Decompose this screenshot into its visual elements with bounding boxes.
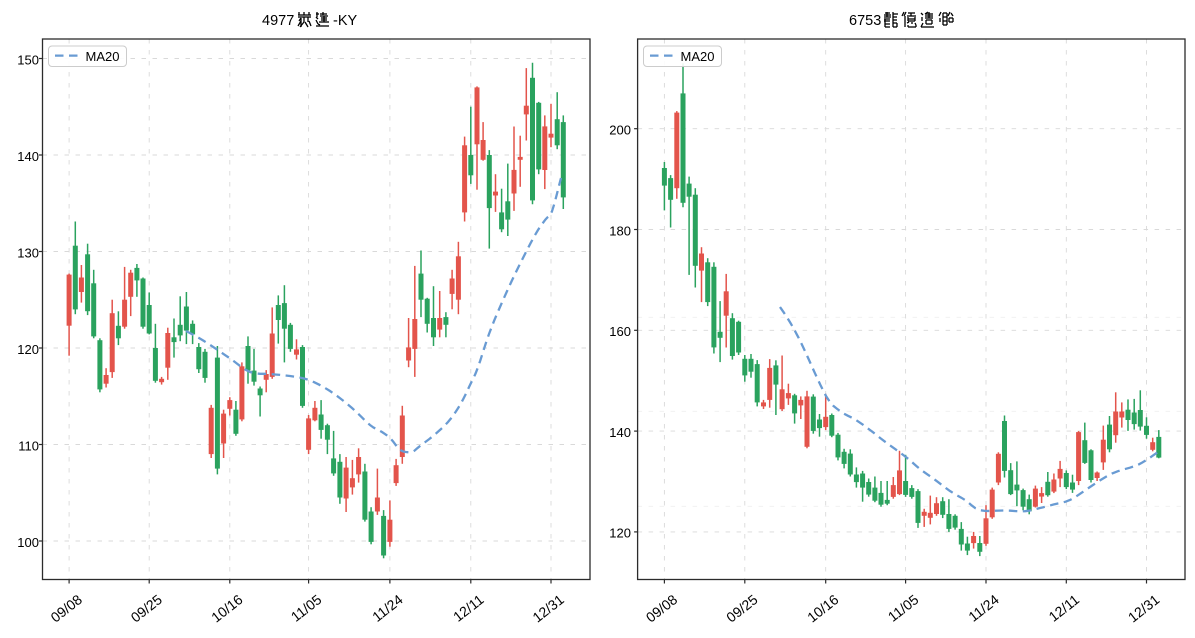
svg-text:120: 120 bbox=[609, 526, 631, 541]
svg-text:140: 140 bbox=[609, 425, 631, 440]
svg-text:6753: 6753 bbox=[849, 13, 881, 29]
svg-text:150: 150 bbox=[17, 52, 39, 67]
svg-text:110: 110 bbox=[18, 438, 39, 453]
svg-text:-KY: -KY bbox=[333, 13, 358, 29]
svg-text:100: 100 bbox=[17, 535, 39, 550]
svg-text:120: 120 bbox=[17, 342, 39, 357]
svg-text:180: 180 bbox=[609, 223, 631, 238]
svg-text:200: 200 bbox=[609, 123, 631, 138]
svg-text:160: 160 bbox=[609, 324, 631, 339]
svg-text:4977: 4977 bbox=[262, 13, 294, 29]
svg-text:MA20: MA20 bbox=[681, 49, 715, 64]
svg-text:140: 140 bbox=[17, 149, 39, 164]
svg-text:MA20: MA20 bbox=[86, 49, 120, 64]
svg-text:130: 130 bbox=[17, 245, 39, 260]
